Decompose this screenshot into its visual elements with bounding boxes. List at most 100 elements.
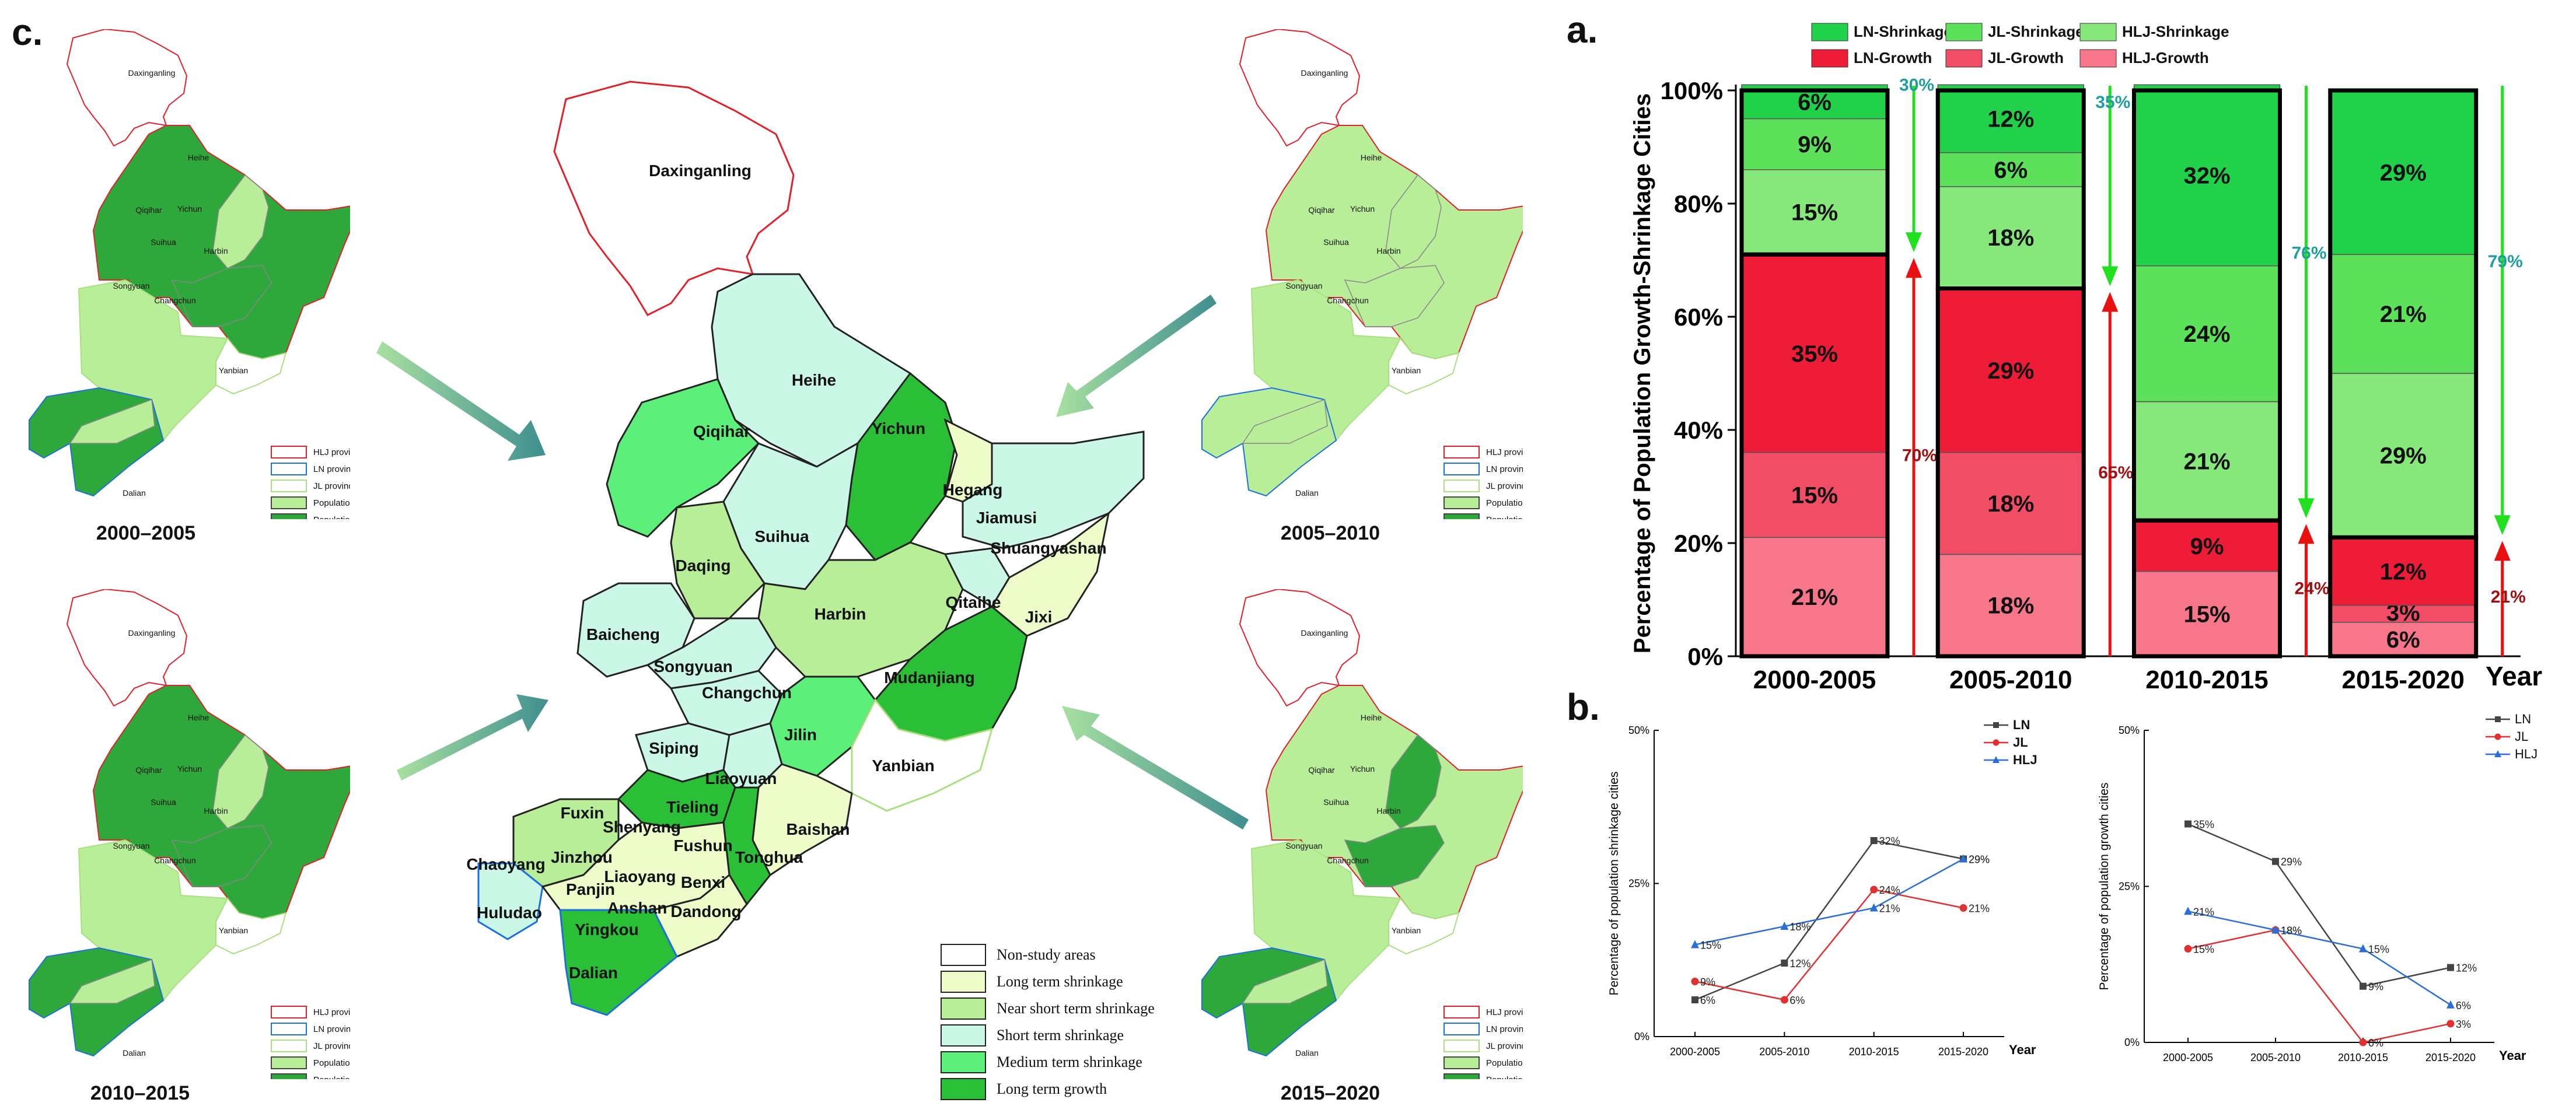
city-label: Daxinganling — [649, 162, 752, 180]
legend-marker — [1993, 722, 1999, 728]
city-label: Shuangyashan — [990, 539, 1107, 557]
data-label: 21% — [1879, 903, 1900, 915]
small-legend-label: Population Shrinkage — [313, 1058, 350, 1068]
growth-arrow-head — [2494, 541, 2511, 561]
small-map: Daxinganling Heihe Qiqihar Yichun Suihua Harb… — [29, 29, 350, 519]
small-region — [1385, 174, 1442, 269]
data-point — [1870, 837, 1878, 844]
series-line — [2187, 911, 2451, 1006]
data-label: 6% — [1789, 995, 1805, 1006]
bar-value-label: 21% — [2183, 449, 2230, 474]
arrow-bottom-left — [397, 694, 548, 780]
data-label: 9% — [2368, 981, 2383, 993]
panel-label-c: c. — [12, 11, 43, 53]
y-axis-title: Percentage of population shrinkage citie… — [1607, 771, 1621, 995]
small-map-legend: HLJ province LN province JL province Popula… — [271, 1006, 350, 1079]
bar-segment — [1937, 186, 2084, 289]
small-map-city-label: Harbin — [204, 246, 228, 256]
maps-svg — [376, 80, 1249, 1016]
city-label: Liaoyuan — [705, 769, 777, 788]
bar-value-label: 6% — [1994, 158, 2028, 183]
legend-item: Long term shrinkage — [941, 968, 1155, 995]
legend-label: JL-Shrinkage — [1988, 23, 2084, 40]
legend-label: Short term shrinkage — [997, 1027, 1124, 1044]
region-huludao — [477, 862, 544, 940]
legend-item: Near short term shrinkage — [941, 995, 1155, 1022]
small-map-city-label: Harbin — [204, 806, 228, 816]
legend-swatch — [941, 1051, 986, 1073]
small-map-city-label: Heihe — [1361, 153, 1382, 162]
data-label: 12% — [2456, 963, 2477, 974]
data-label: 0% — [2368, 1037, 2383, 1049]
bar-segment — [1937, 84, 2084, 153]
small-region — [69, 398, 155, 444]
small-region — [1239, 589, 1361, 707]
bar-shrink-outline — [1935, 88, 2086, 290]
data-label: 15% — [2368, 944, 2389, 956]
growth-arrow-head — [2102, 292, 2119, 312]
small-region — [69, 958, 155, 1004]
legend-item: Medium term shrinkage — [941, 1049, 1155, 1076]
legend-label: HLJ-Shrinkage — [2122, 23, 2229, 40]
small-map-city-label: Harbin — [1376, 806, 1400, 816]
city-label: Benxi — [680, 873, 726, 891]
data-label: 3% — [2456, 1019, 2471, 1030]
legend-label: Long term shrinkage — [997, 973, 1123, 990]
small-legend-label: HLJ province — [313, 1007, 350, 1017]
data-label: 35% — [2193, 819, 2214, 831]
bar-value-label: 12% — [1987, 107, 2034, 132]
growth-total-label: 21% — [2491, 587, 2526, 607]
data-label: 9% — [1700, 977, 1715, 988]
data-point — [2447, 964, 2454, 971]
data-point — [1959, 854, 1967, 863]
legend-label: HLJ — [2515, 747, 2537, 761]
legend-marker — [1993, 756, 2000, 763]
small-map-shapes — [29, 589, 350, 1057]
legend-swatch — [941, 1078, 986, 1100]
small-legend-label: LN province — [1486, 1024, 1523, 1034]
small-map-caption: 2005–2010 — [1280, 522, 1380, 544]
city-label: Shenyang — [603, 818, 681, 836]
panel-label-a: a. — [1567, 9, 1598, 51]
shrink-arrow-head — [2102, 266, 2119, 286]
x-axis-title: Year — [2499, 1048, 2526, 1063]
small-region — [171, 265, 272, 327]
center-map-legend: Non-study areas Long term shrinkage Near… — [941, 942, 1155, 1102]
small-map-city-label: Suihua — [151, 237, 176, 247]
small-map-city-label: Qiqihar — [135, 765, 162, 775]
legend-label: LN — [2013, 718, 2030, 732]
shrink-arrow-head — [1906, 232, 1922, 253]
data-label: 18% — [2281, 925, 2302, 936]
city-label: Tieling — [666, 798, 719, 816]
bar-shrink-outline — [2328, 88, 2479, 540]
city-label: Jinzhou — [551, 848, 613, 866]
data-point — [1781, 960, 1788, 967]
x-tick-label: 2005-2010 — [1949, 666, 2072, 694]
shrink-total-label: 76% — [2291, 244, 2326, 263]
bar-segment — [2133, 265, 2281, 402]
legend-label: Long term growth — [997, 1080, 1107, 1097]
bar-segment — [1937, 288, 2084, 453]
small-map-city-label: Daxinganling — [1301, 628, 1348, 638]
small-region — [66, 29, 188, 147]
legend-label: LN — [2515, 712, 2531, 726]
city-label: Dandong — [670, 902, 742, 921]
legend-swatch — [1811, 23, 1848, 41]
x-tick-label: 2005-2010 — [1759, 1046, 1809, 1058]
small-region — [171, 825, 272, 887]
legend-label: Near short term shrinkage — [997, 1000, 1155, 1017]
data-point — [1691, 978, 1699, 985]
bar-value-label: 21% — [2380, 302, 2427, 327]
small-map-caption: 2015–2020 — [1280, 1082, 1380, 1104]
small-legend-swatch — [1443, 1023, 1480, 1035]
city-label: Jilin — [784, 726, 817, 744]
small-map-city-label: Yanbian — [219, 926, 248, 935]
city-label: Changchun — [702, 684, 792, 702]
legend-swatch — [941, 944, 986, 966]
legend-marker — [2495, 716, 2501, 722]
small-map-city-label: Suihua — [1323, 237, 1349, 247]
series-line — [2187, 823, 2451, 988]
bar-value-label: 24% — [2183, 321, 2230, 347]
bar-segment — [2133, 401, 2281, 521]
x-tick-label: 2000-2005 — [2163, 1052, 2213, 1063]
